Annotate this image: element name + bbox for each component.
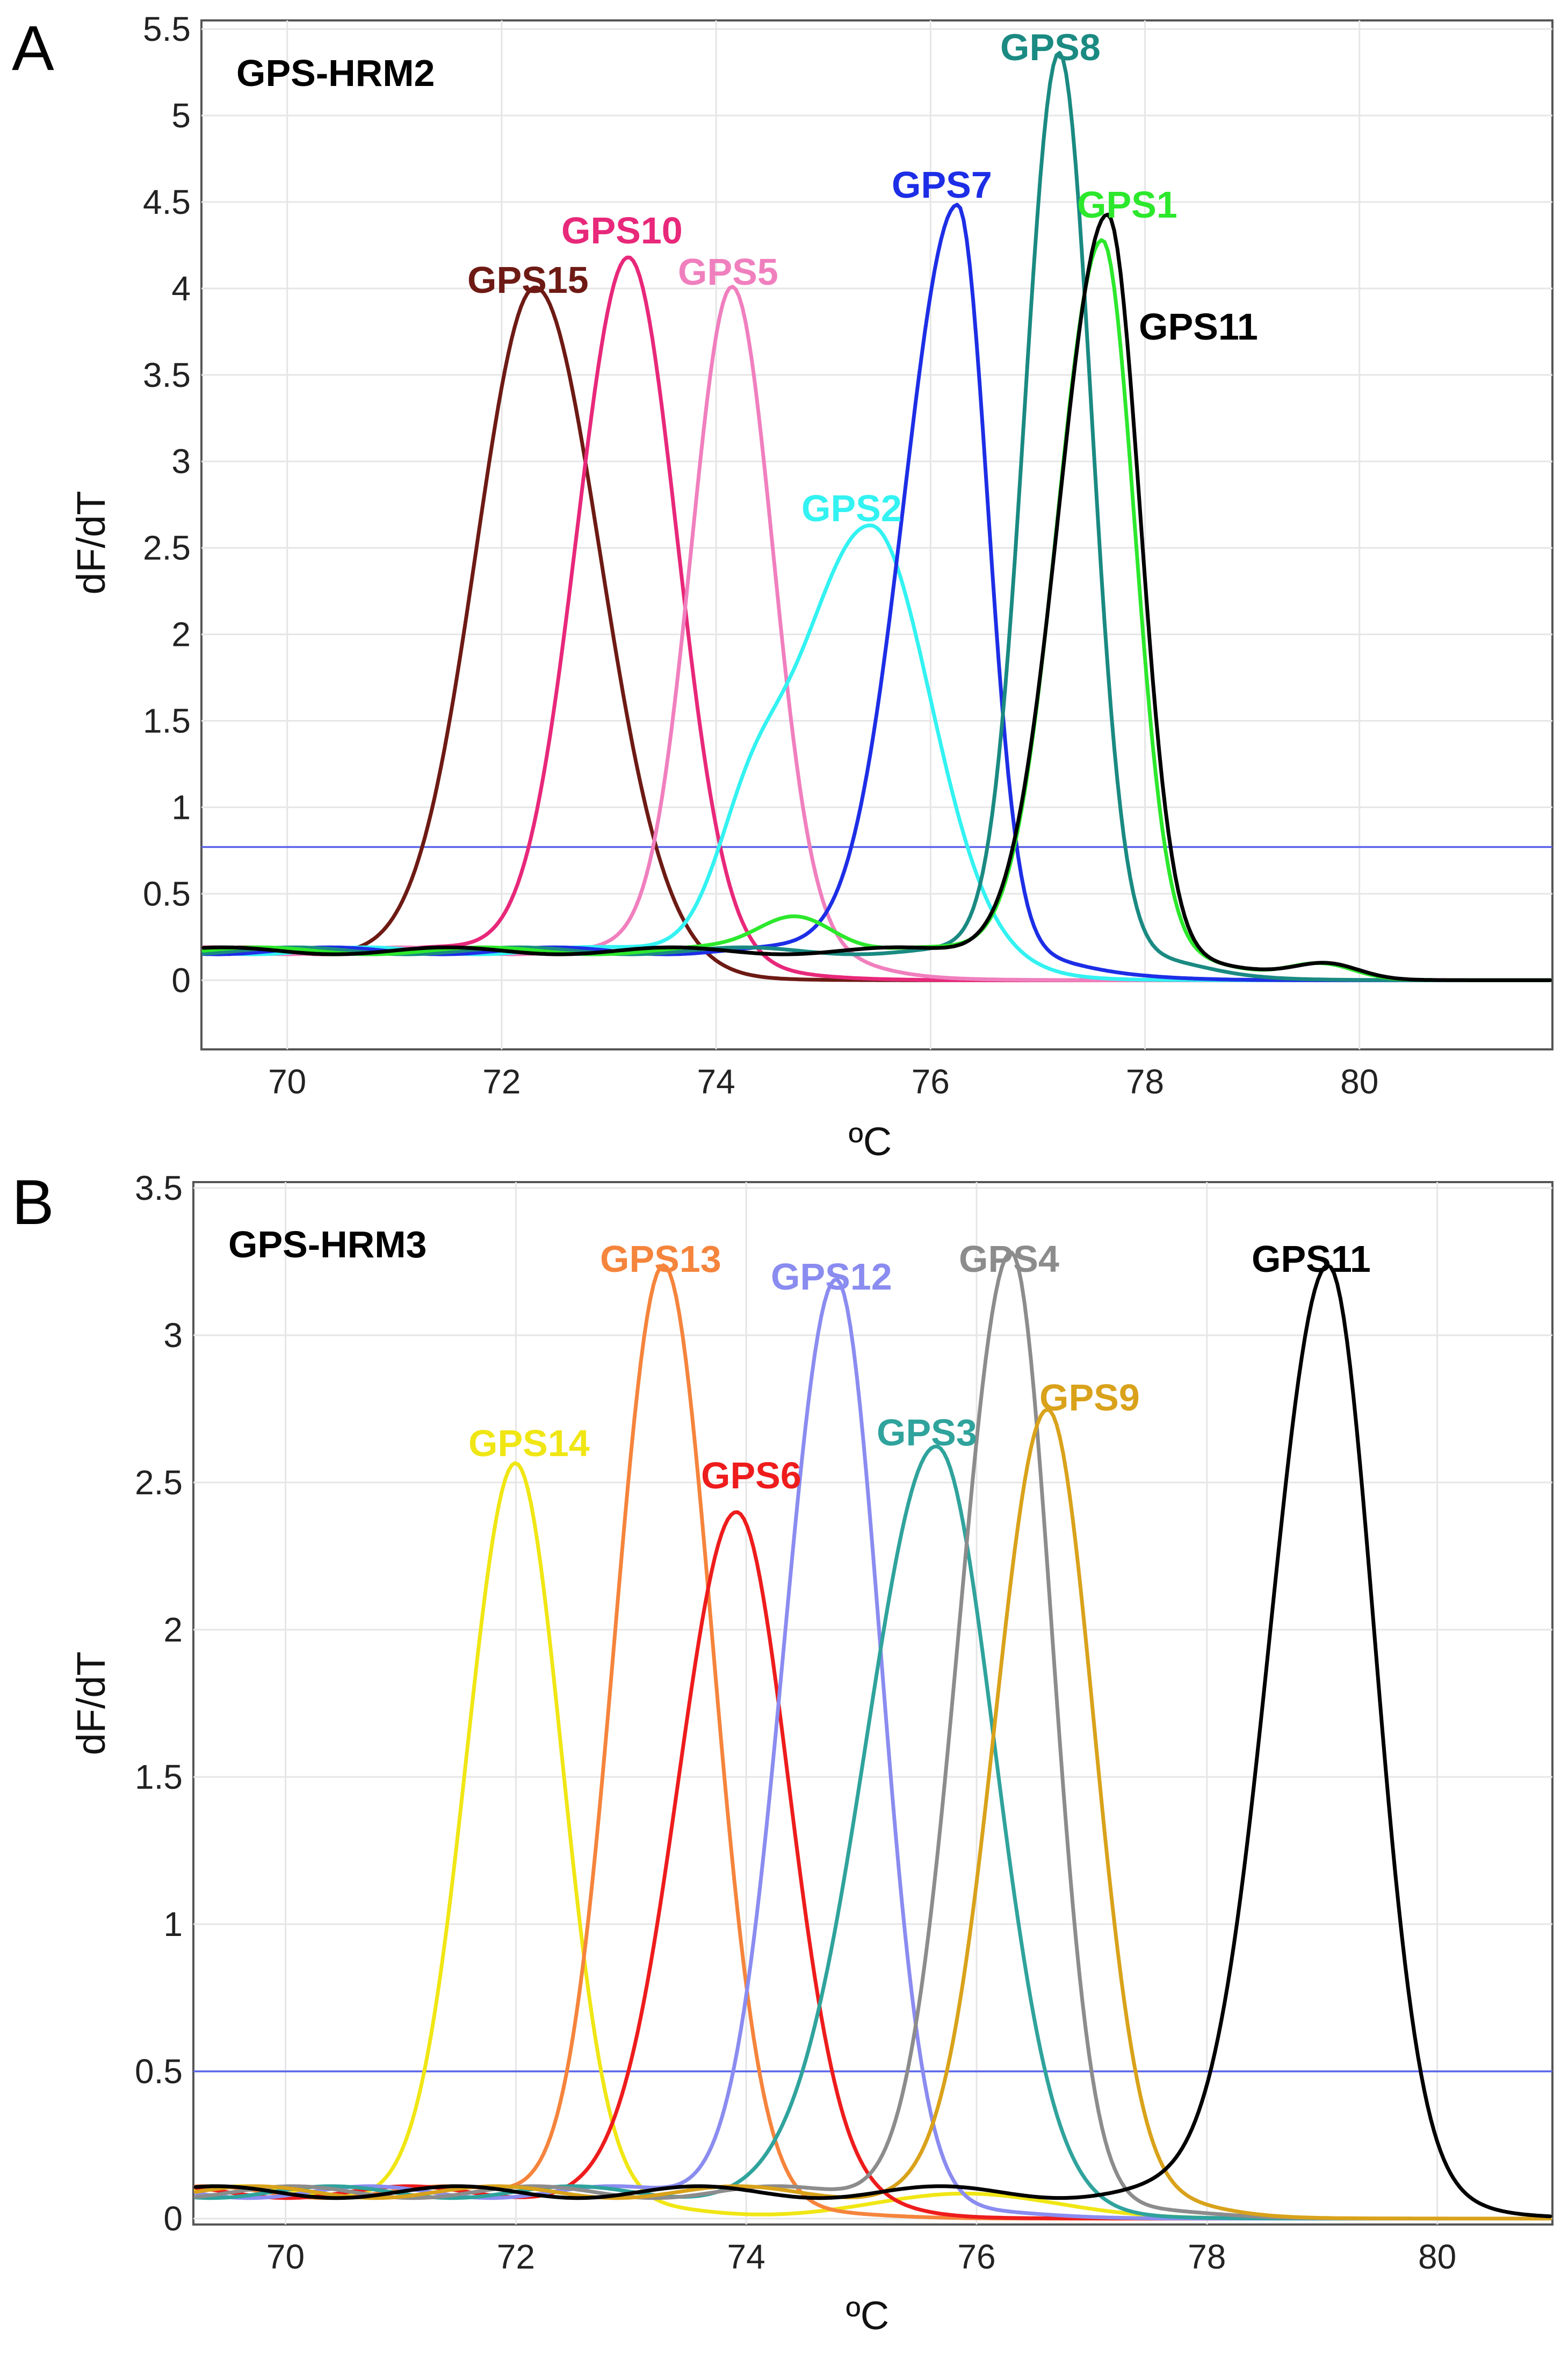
panel-a-x-axis-label: ºC <box>849 1119 892 1164</box>
x-tick-label: 80 <box>1418 2237 1456 2276</box>
y-tick-label: 0 <box>171 961 191 999</box>
x-tick-label: 78 <box>1126 1062 1164 1101</box>
panel-a-series <box>201 51 1552 982</box>
y-tick-label: 0.5 <box>143 874 191 913</box>
y-tick-label: 2 <box>171 615 191 654</box>
panel-a-plot-frame <box>200 19 1553 1050</box>
panel-b-label-gps14: GPS14 <box>468 1422 590 1464</box>
panel-b-y-axis-label: dF/dT <box>69 1651 113 1755</box>
panel-a-label-gps7: GPS7 <box>892 164 992 206</box>
panel-a-label-gps1: GPS1 <box>1077 184 1177 226</box>
panel-b-label-gps4: GPS4 <box>959 1238 1059 1280</box>
panel-a-label-gps8: GPS8 <box>1000 26 1101 68</box>
y-tick-label: 5.5 <box>143 10 191 48</box>
y-tick-label: 2.5 <box>143 529 191 567</box>
panel-a-letter: A <box>12 13 54 84</box>
panel-b-label-gps6: GPS6 <box>701 1455 801 1496</box>
series-gps11 <box>193 1263 1552 2219</box>
y-tick-label: 1.5 <box>143 701 191 740</box>
panel-a-x-ticks: 70 72 74 76 78 80 <box>268 1062 1378 1101</box>
x-tick-label: 80 <box>1340 1062 1378 1101</box>
y-tick-label: 4 <box>171 269 191 308</box>
y-tick-label: 0.5 <box>135 2052 183 2091</box>
y-tick-label: 3 <box>171 442 191 481</box>
panel-a-label-gps5: GPS5 <box>678 251 778 293</box>
panel-a-label-gps10: GPS10 <box>561 210 683 251</box>
panel-a-label-gps2: GPS2 <box>801 487 902 529</box>
panel-b-x-ticks: 70 72 74 76 78 80 <box>266 2237 1456 2276</box>
y-tick-label: 3 <box>163 1316 183 1355</box>
panel-a-label-gps11: GPS11 <box>1139 306 1258 348</box>
panel-b-letter: B <box>12 1167 54 1238</box>
panel-a-y-axis-label: dF/dT <box>69 491 113 594</box>
panel-b-x-axis-label: ºC <box>846 2293 889 2338</box>
x-tick-label: 70 <box>266 2237 305 2276</box>
x-tick-label: 72 <box>482 1062 521 1101</box>
x-tick-label: 70 <box>268 1062 306 1101</box>
panel-b-label-gps9: GPS9 <box>1039 1377 1140 1419</box>
y-tick-label: 1 <box>171 788 191 826</box>
y-tick-label: 1.5 <box>135 1758 183 1796</box>
panel-b-label-gps12: GPS12 <box>771 1256 892 1298</box>
x-tick-label: 78 <box>1188 2237 1226 2276</box>
panel-a-title: GPS-HRM2 <box>236 52 435 94</box>
series-gps11 <box>201 212 1552 982</box>
series-gps8 <box>201 51 1552 982</box>
y-tick-label: 2.5 <box>135 1463 183 1502</box>
y-tick-label: 4.5 <box>143 183 191 221</box>
panel-b-label-gps11: GPS11 <box>1252 1238 1371 1280</box>
y-tick-label: 3.5 <box>135 1169 183 1207</box>
panel-b-title: GPS-HRM3 <box>228 1223 427 1265</box>
y-tick-label: 3.5 <box>143 356 191 394</box>
y-tick-label: 1 <box>163 1905 183 1943</box>
panel-b-y-ticks: 0 0.5 1 1.5 2 2.5 3 3.5 <box>135 1169 183 2238</box>
x-tick-label: 76 <box>957 2237 995 2276</box>
x-tick-label: 74 <box>697 1062 735 1101</box>
panel-b: B 0 0.5 1 1.5 2 2.5 3 3.5 70 72 74 76 78 80 GPS-HRM3… <box>12 1167 1553 2338</box>
panel-b-series <box>193 1250 1552 2221</box>
y-tick-label: 0 <box>163 2199 183 2238</box>
y-tick-label: 2 <box>163 1610 183 1649</box>
panel-a-label-gps15: GPS15 <box>467 259 589 301</box>
panel-b-label-gps13: GPS13 <box>600 1238 721 1280</box>
x-tick-label: 72 <box>497 2237 535 2276</box>
x-tick-label: 74 <box>727 2237 765 2276</box>
panel-b-label-gps3: GPS3 <box>877 1412 977 1453</box>
panel-a-y-ticks: 0 0.5 1 1.5 2 2.5 3 3.5 4 4.5 5 5.5 <box>143 10 191 999</box>
x-tick-label: 76 <box>912 1062 950 1101</box>
y-tick-label: 5 <box>171 96 191 135</box>
panel-a: A 00.511.522.533.544.555.5 70 72 74 76 78 80 … <box>12 10 1553 1164</box>
